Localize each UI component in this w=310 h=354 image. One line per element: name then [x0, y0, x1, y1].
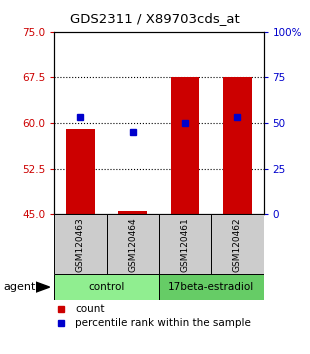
Bar	[211, 214, 264, 274]
Bar	[66, 129, 95, 214]
Bar	[159, 274, 264, 300]
Text: count: count	[75, 304, 105, 314]
Text: percentile rank within the sample: percentile rank within the sample	[75, 319, 251, 329]
Text: control: control	[88, 282, 125, 292]
Bar	[170, 78, 199, 214]
Bar	[107, 214, 159, 274]
Text: GSM120461: GSM120461	[180, 217, 189, 272]
Text: agent: agent	[3, 282, 35, 292]
Bar	[223, 78, 252, 214]
Bar	[54, 214, 107, 274]
Text: GSM120462: GSM120462	[233, 217, 242, 272]
Text: 17beta-estradiol: 17beta-estradiol	[168, 282, 254, 292]
Bar	[54, 274, 159, 300]
Text: GSM120464: GSM120464	[128, 217, 137, 272]
Text: GSM120463: GSM120463	[76, 217, 85, 272]
Bar	[118, 211, 147, 214]
Text: GDS2311 / X89703cds_at: GDS2311 / X89703cds_at	[70, 12, 240, 25]
Bar	[159, 214, 211, 274]
Polygon shape	[36, 282, 50, 292]
